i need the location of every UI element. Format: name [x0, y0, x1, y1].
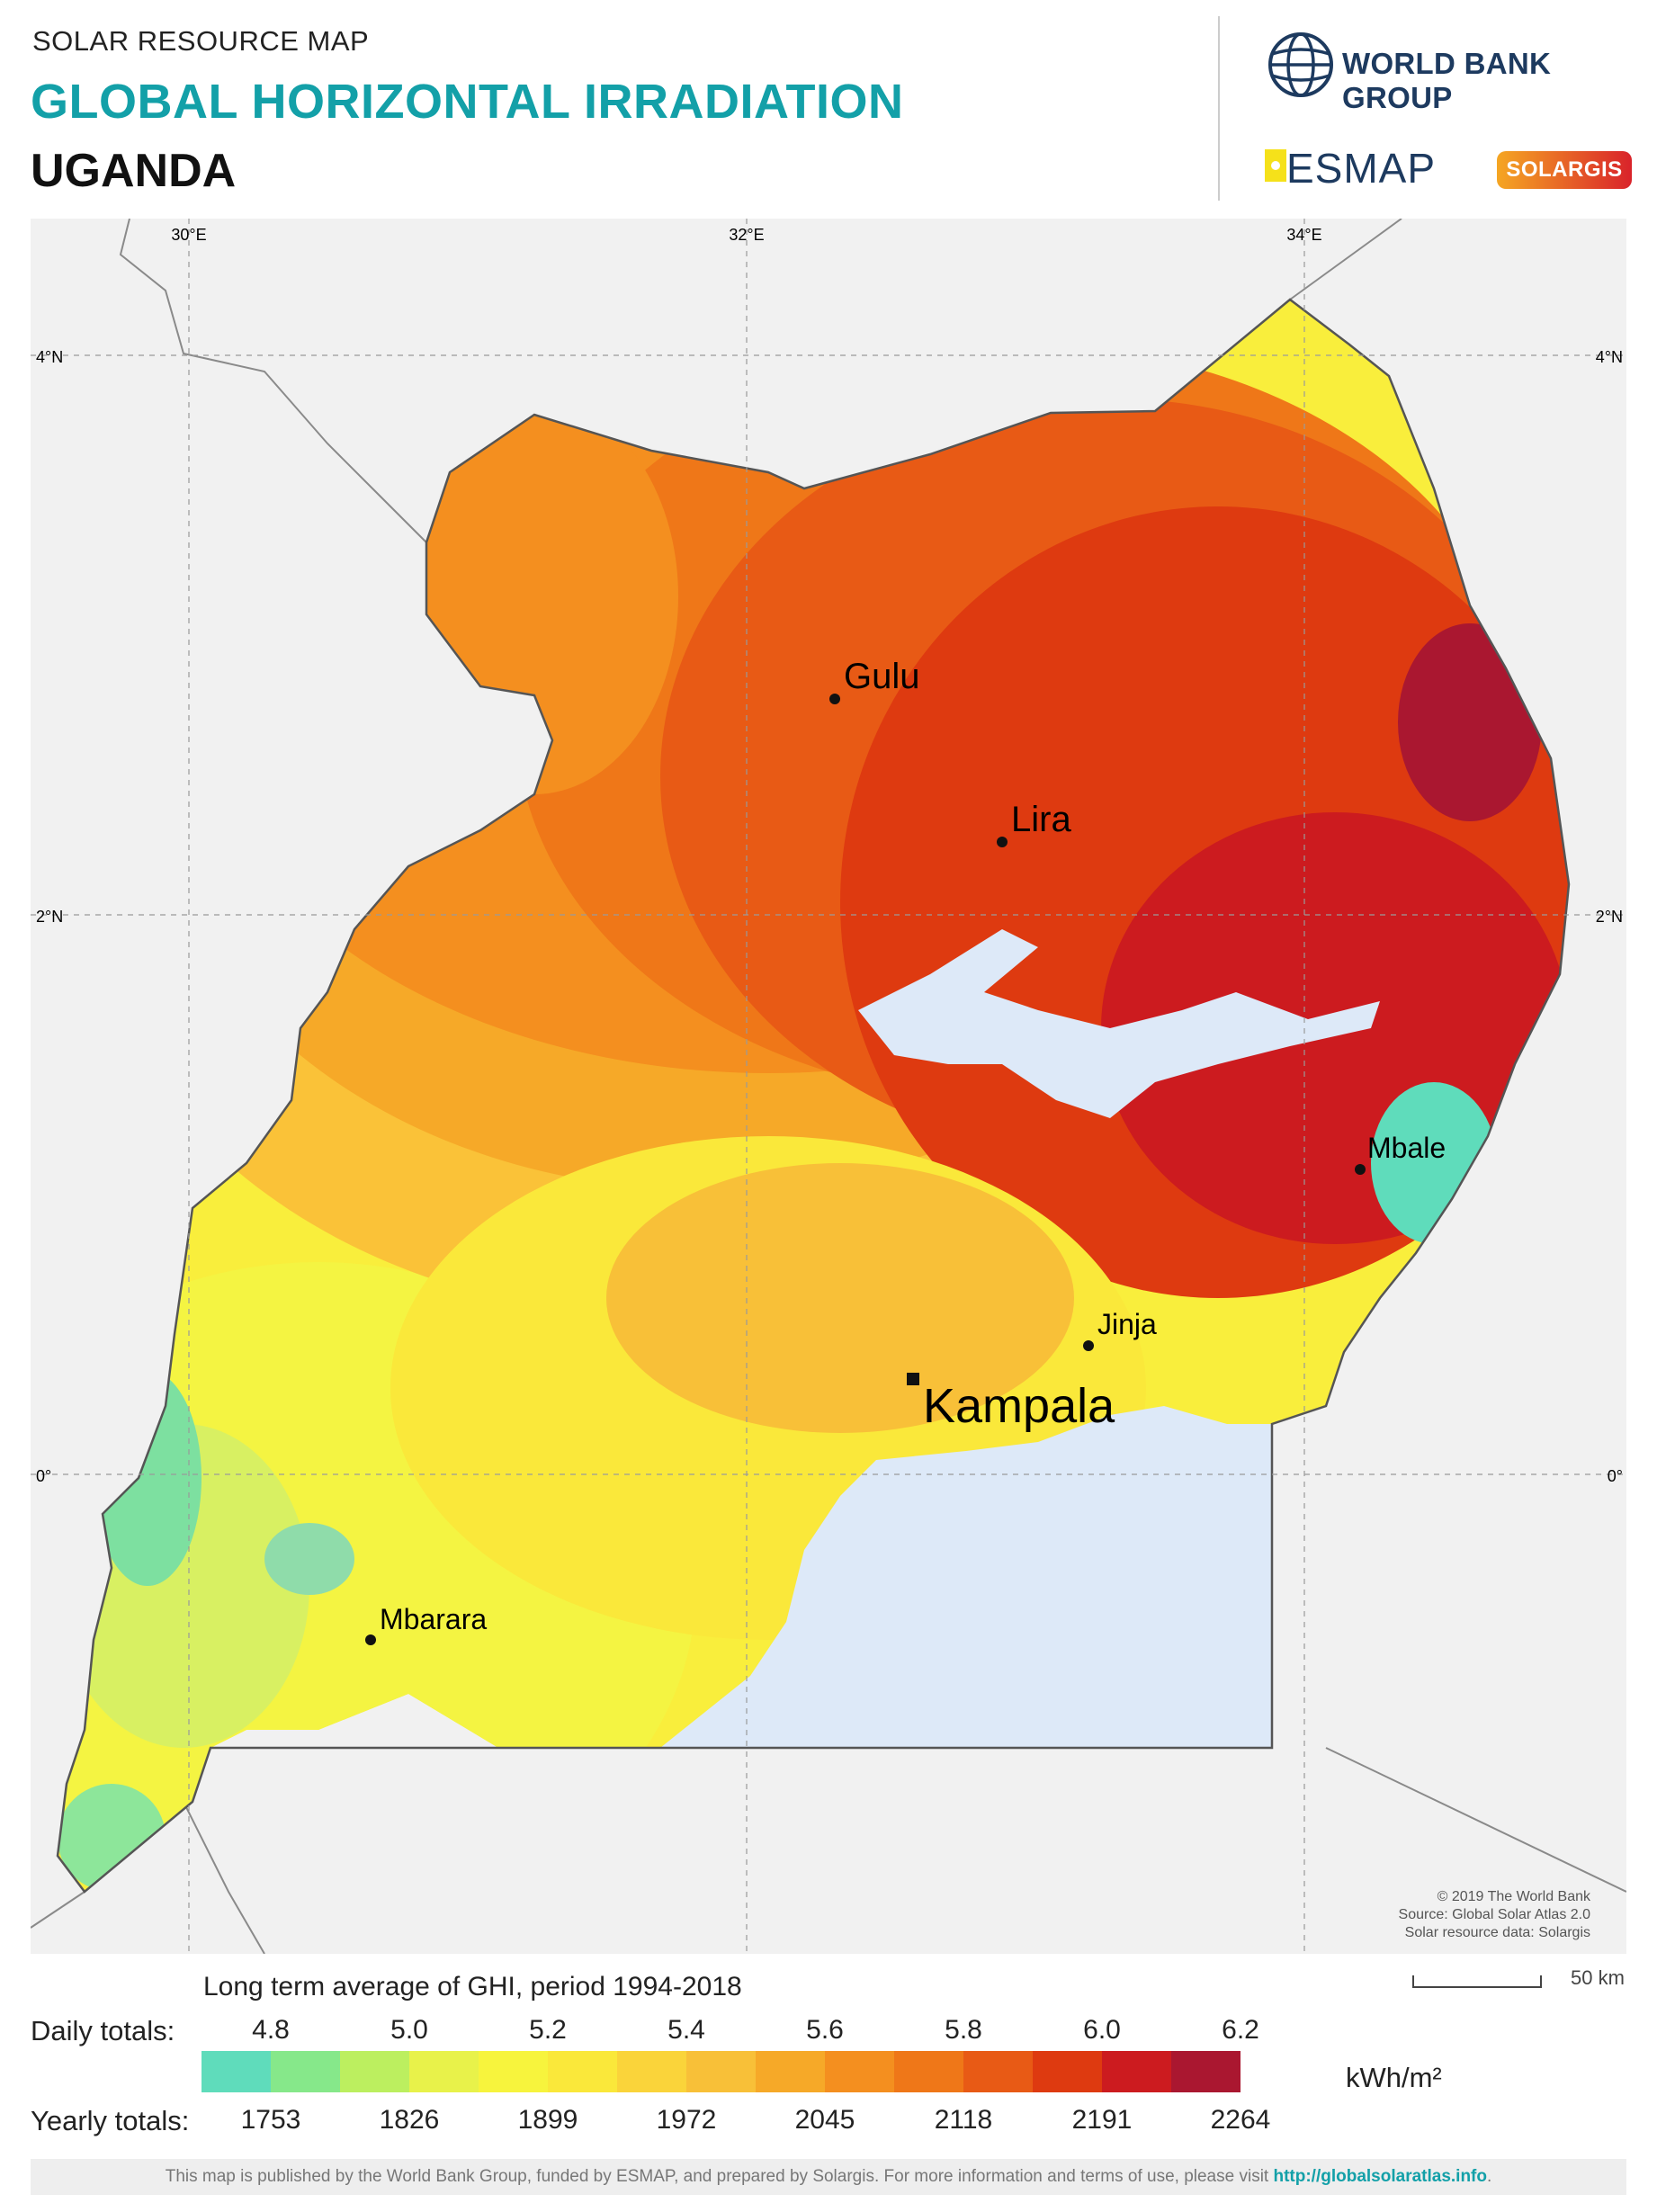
city-label-mbarara: Mbarara: [380, 1603, 487, 1635]
legend-swatch: [963, 2051, 1033, 2092]
legend-swatch: [686, 2051, 756, 2092]
header-divider: [1218, 16, 1220, 201]
map-area: 30°E 32°E 34°E 4°N 4°N 2°N 2°N 0° 0° Gul…: [31, 219, 1626, 1954]
daily-value: 5.0: [390, 2015, 428, 2045]
yearly-value: 2264: [1210, 2105, 1271, 2135]
city-label-kampala: Kampala: [923, 1379, 1115, 1433]
daily-value: 6.2: [1222, 2015, 1259, 2045]
city-marker: [365, 1634, 376, 1645]
city-label-lira: Lira: [1011, 800, 1071, 839]
city-label-jinja: Jinja: [1097, 1308, 1157, 1340]
daily-totals-label: Daily totals:: [31, 2015, 175, 2046]
scale-label: 50 km: [1571, 1966, 1625, 1989]
legend-swatch: [1102, 2051, 1171, 2092]
credit-line: Solar resource data: Solargis: [1404, 1925, 1590, 1940]
color-scale: [202, 2051, 1241, 2092]
lake-kyoga: [858, 929, 1380, 1118]
legend-swatch: [548, 2051, 617, 2092]
footer-note: This map is published by the World Bank …: [31, 2159, 1626, 2195]
legend-swatch: [271, 2051, 340, 2092]
yearly-values: 1753 1826 1899 1972 2045 2118 2191 2264: [0, 2105, 1657, 2141]
footer-end: .: [1487, 2167, 1492, 2186]
world-bank-globe-icon: [1267, 31, 1335, 99]
yearly-totals-label: Yearly totals:: [31, 2105, 190, 2136]
legend-swatch: [479, 2051, 548, 2092]
daily-value: 4.8: [252, 2015, 290, 2045]
map-title: GLOBAL HORIZONTAL IRRADIATION: [31, 75, 904, 129]
capital-marker: [907, 1373, 919, 1385]
yearly-value: 2045: [794, 2105, 855, 2135]
yearly-value: 2191: [1071, 2105, 1133, 2135]
map-supertitle: SOLAR RESOURCE MAP: [32, 25, 370, 57]
legend-title: Long term average of GHI, period 1994-20…: [203, 1972, 742, 2002]
city-marker: [829, 694, 840, 704]
legend-swatch: [894, 2051, 963, 2092]
daily-value: 6.0: [1083, 2015, 1121, 2045]
legend-swatch: [409, 2051, 479, 2092]
yearly-value: 2118: [934, 2105, 993, 2135]
solargis-logo: SOLARGIS: [1497, 151, 1632, 189]
city-kampala: Kampala: [907, 1373, 1115, 1433]
yearly-value: 1972: [656, 2105, 717, 2135]
esmap-sun-icon: [1265, 149, 1286, 182]
city-lira: Lira: [997, 800, 1071, 847]
scale-bar: [1412, 1975, 1542, 1988]
legend-swatch: [1171, 2051, 1241, 2092]
unit-label: kWh/m²: [1346, 2062, 1442, 2093]
longitude-label-34: 34°E: [1286, 226, 1321, 244]
legend-swatch: [202, 2051, 271, 2092]
map-credits: © 2019 The World Bank Source: Global Sol…: [1399, 1888, 1590, 1942]
yearly-value: 1753: [240, 2105, 301, 2135]
city-label-mbale: Mbale: [1367, 1132, 1446, 1164]
latitude-label-4n-right: 4°N: [1596, 348, 1623, 366]
city-mbarara: Mbarara: [365, 1603, 487, 1645]
daily-value: 5.2: [529, 2015, 567, 2045]
city-jinja: Jinja: [1083, 1308, 1157, 1351]
country-name: UGANDA: [31, 145, 237, 197]
legend-swatch: [340, 2051, 409, 2092]
city-marker: [1355, 1164, 1366, 1175]
latitude-label-2n-left: 2°N: [36, 908, 63, 926]
footer-text: This map is published by the World Bank …: [165, 2167, 1274, 2186]
legend-swatch: [617, 2051, 686, 2092]
esmap-logo: ESMAP: [1286, 145, 1437, 192]
longitude-label-32: 32°E: [729, 226, 764, 244]
daily-values: 4.8 5.0 5.2 5.4 5.6 5.8 6.0 6.2: [0, 2015, 1657, 2051]
graticule: [31, 219, 1626, 1954]
uganda-border: [56, 298, 1571, 1894]
city-marker: [1083, 1340, 1094, 1351]
latitude-label-0-left: 0°: [36, 1467, 51, 1485]
credit-line: Source: Global Solar Atlas 2.0: [1398, 1907, 1590, 1922]
legend-swatch: [825, 2051, 894, 2092]
daily-value: 5.8: [945, 2015, 982, 2045]
credit-line: © 2019 The World Bank: [1437, 1889, 1590, 1904]
latitude-label-2n-right: 2°N: [1596, 908, 1623, 926]
uganda-ghi-map: 30°E 32°E 34°E 4°N 4°N 2°N 2°N 0° 0° Gul…: [31, 219, 1626, 1954]
world-bank-group-logo: WORLD BANK GROUP: [1342, 47, 1552, 114]
city-marker: [997, 837, 1008, 847]
footer-link[interactable]: http://globalsolaratlas.info: [1273, 2167, 1487, 2186]
legend-swatch: [1033, 2051, 1102, 2092]
legend-swatch: [756, 2051, 825, 2092]
yearly-value: 1899: [517, 2105, 578, 2135]
city-gulu: Gulu: [829, 657, 920, 704]
latitude-label-0-right: 0°: [1608, 1467, 1623, 1485]
daily-value: 5.6: [806, 2015, 844, 2045]
yearly-value: 1826: [379, 2105, 440, 2135]
city-label-gulu: Gulu: [844, 657, 920, 696]
latitude-label-4n-left: 4°N: [36, 348, 63, 366]
city-mbale: Mbale: [1355, 1132, 1446, 1175]
lake-victoria: [498, 1406, 1272, 1748]
daily-value: 5.4: [667, 2015, 705, 2045]
longitude-label-30: 30°E: [171, 226, 206, 244]
